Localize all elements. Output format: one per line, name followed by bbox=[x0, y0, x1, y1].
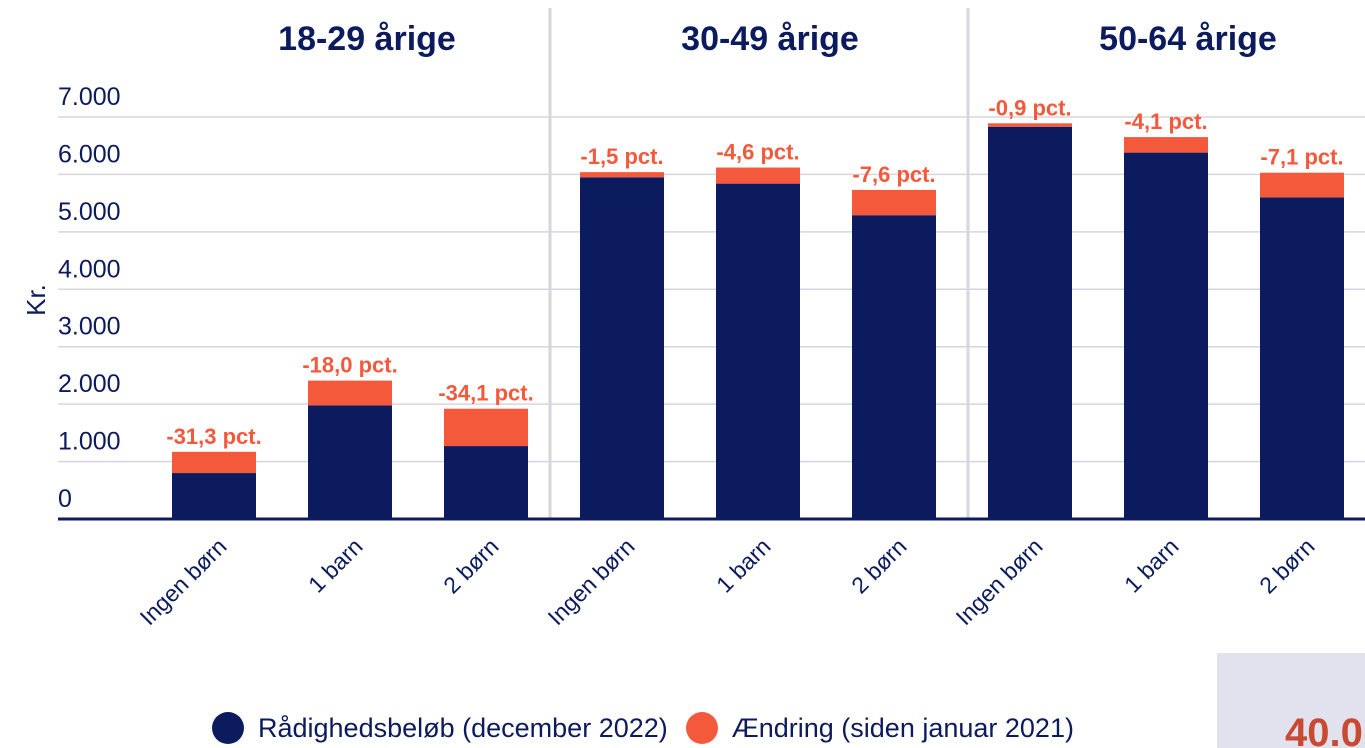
bar-data-label: -0,9 pct. bbox=[988, 95, 1071, 120]
bar-data-label: -31,3 pct. bbox=[166, 424, 261, 449]
x-tick-label: Ingen børn bbox=[542, 533, 639, 630]
bar-aendring bbox=[1260, 172, 1344, 198]
bar-aendring bbox=[580, 172, 664, 178]
x-tick-label: 1 barn bbox=[1119, 533, 1184, 598]
x-tick-label: 2 børn bbox=[438, 533, 503, 598]
bar-data-label: -7,1 pct. bbox=[1260, 145, 1343, 170]
bar-aendring bbox=[1124, 137, 1208, 153]
legend-swatch-orange bbox=[685, 712, 718, 744]
legend-item-aendring: Ændring (siden januar 2021) bbox=[685, 712, 1074, 744]
bar-data-label: -7,6 pct. bbox=[852, 162, 935, 187]
y-tick-label: 5.000 bbox=[58, 198, 121, 226]
group-title: 50-64 årige bbox=[1099, 20, 1277, 58]
cropped-promo-number: 40.0 bbox=[1285, 711, 1363, 748]
bar-data-label: -18,0 pct. bbox=[302, 353, 397, 378]
bar-raadighedsbeloeb bbox=[308, 405, 392, 519]
x-tick-label: Ingen børn bbox=[950, 533, 1047, 630]
bar-data-label: -4,6 pct. bbox=[716, 140, 799, 165]
bar-aendring bbox=[444, 408, 528, 447]
bar-raadighedsbeloeb bbox=[172, 473, 256, 519]
bar-raadighedsbeloeb bbox=[580, 177, 664, 520]
cropped-promo-box: 40.0 bbox=[1217, 653, 1365, 748]
bar-raadighedsbeloeb bbox=[852, 215, 936, 519]
y-axis-label: Kr. bbox=[21, 284, 51, 316]
bar-aendring bbox=[852, 189, 936, 216]
bar-raadighedsbeloeb bbox=[444, 446, 528, 519]
x-tick-label: 2 børn bbox=[846, 533, 911, 598]
y-tick-label: 0 bbox=[58, 485, 72, 513]
group-title: 18-29 årige bbox=[278, 20, 456, 58]
y-tick-label: 6.000 bbox=[58, 140, 121, 168]
x-tick-label: Ingen børn bbox=[134, 533, 231, 630]
bar-aendring bbox=[988, 123, 1072, 127]
x-tick-label: 1 barn bbox=[303, 533, 368, 598]
legend-item-raadighedsbeloeb: Rådighedsbeløb (december 2022) bbox=[212, 712, 668, 744]
group-title: 30-49 årige bbox=[681, 20, 859, 58]
legend-label-aendring: Ændring (siden januar 2021) bbox=[731, 712, 1074, 743]
bar-aendring bbox=[308, 380, 392, 406]
y-tick-label: 2.000 bbox=[58, 370, 121, 398]
legend-label-raadighedsbeloeb: Rådighedsbeløb (december 2022) bbox=[258, 712, 668, 743]
bar-raadighedsbeloeb bbox=[716, 183, 800, 520]
bar-raadighedsbeloeb bbox=[1124, 152, 1208, 519]
y-tick-label: 4.000 bbox=[58, 255, 121, 283]
bar-data-label: -34,1 pct. bbox=[438, 381, 533, 406]
chart-legend: Rådighedsbeløb (december 2022) Ændring (… bbox=[212, 708, 1092, 748]
y-tick-label: 1.000 bbox=[58, 428, 121, 456]
bar-raadighedsbeloeb bbox=[988, 126, 1072, 520]
bar-raadighedsbeloeb bbox=[1260, 197, 1344, 519]
y-tick-label: 3.000 bbox=[58, 313, 121, 341]
legend-swatch-navy bbox=[212, 712, 244, 744]
bar-aendring bbox=[716, 167, 800, 184]
y-tick-label: 7.000 bbox=[58, 83, 121, 111]
bar-aendring bbox=[172, 451, 256, 474]
x-tick-label: 1 barn bbox=[711, 533, 776, 598]
x-tick-label: 2 børn bbox=[1254, 533, 1319, 598]
bar-data-label: -4,1 pct. bbox=[1124, 109, 1207, 134]
bar-data-label: -1,5 pct. bbox=[580, 144, 663, 169]
